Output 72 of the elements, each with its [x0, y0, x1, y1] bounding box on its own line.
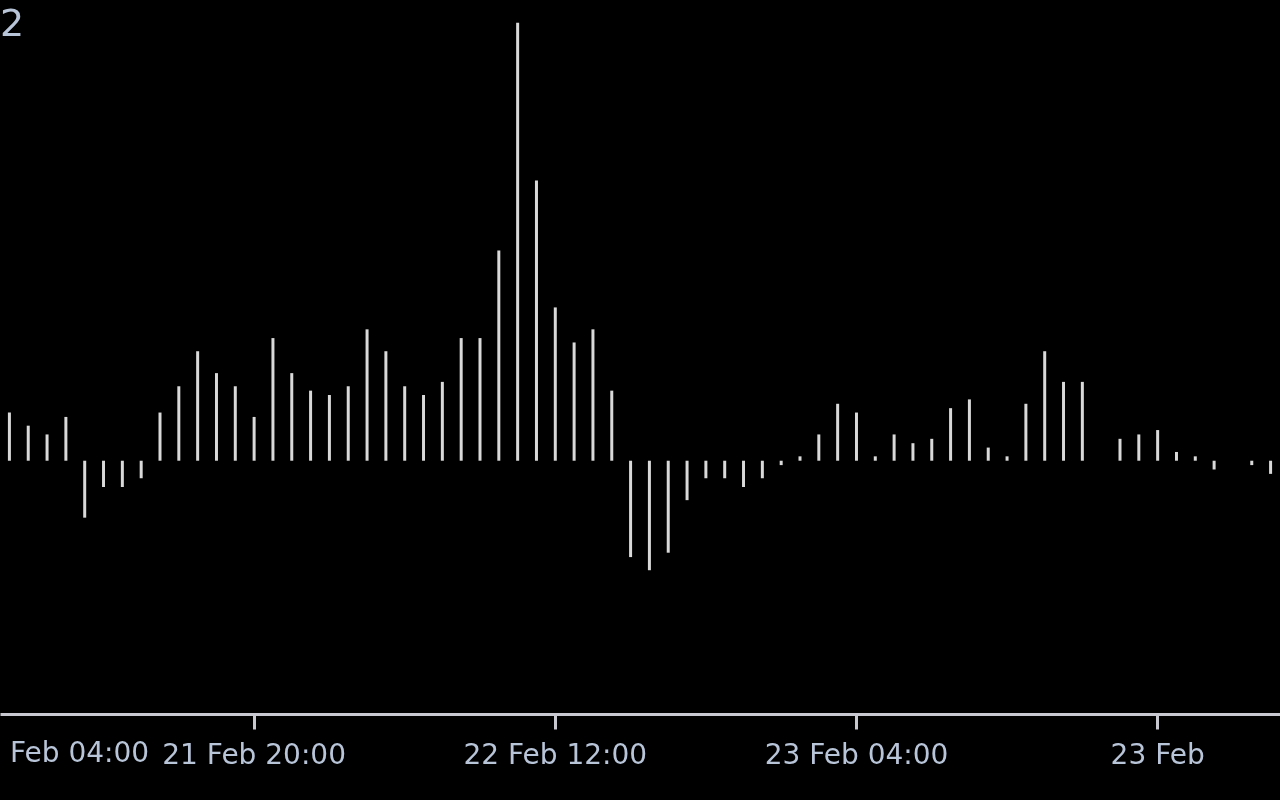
bar — [798, 456, 802, 461]
text: Feb 04:00 — [10, 736, 150, 769]
bar — [873, 456, 877, 461]
bar — [911, 443, 915, 461]
bar — [7, 412, 11, 461]
bar — [610, 390, 614, 461]
bar — [309, 390, 313, 461]
bar — [1080, 381, 1084, 461]
x-tick-label: 23 Feb 04:00 — [764, 737, 949, 771]
bar — [685, 460, 689, 501]
bar — [26, 425, 30, 461]
bar — [365, 329, 369, 461]
bar — [120, 460, 124, 487]
bar — [83, 460, 87, 518]
bar — [666, 460, 670, 553]
bar — [930, 438, 934, 461]
bar — [440, 381, 444, 461]
bar — [704, 460, 708, 479]
bar — [779, 460, 783, 466]
x-tick-label: 21 Feb 20:00 — [162, 737, 346, 771]
bar — [45, 434, 49, 461]
bar — [233, 386, 237, 461]
x-tick-label: 23 Feb — [1110, 737, 1205, 771]
bar — [271, 338, 275, 461]
bar — [64, 416, 68, 461]
bar — [967, 399, 971, 461]
bar — [1005, 456, 1009, 461]
annotation: 2 — [0, 1, 25, 45]
bar — [290, 373, 294, 461]
bar — [139, 460, 143, 479]
bar — [422, 395, 426, 461]
bar — [158, 412, 162, 461]
bar — [177, 386, 181, 461]
bar — [1269, 460, 1273, 474]
bar — [1174, 451, 1178, 461]
bar — [1156, 430, 1160, 461]
bar — [1118, 438, 1122, 461]
bar — [384, 351, 388, 461]
bar — [1043, 351, 1047, 461]
bar — [591, 329, 595, 461]
bar — [102, 460, 106, 487]
bar — [986, 447, 990, 461]
bar — [572, 342, 576, 461]
bar — [742, 460, 746, 487]
bar — [723, 460, 727, 479]
bar — [1062, 381, 1066, 461]
x-tick-label: 22 Feb 12:00 — [463, 737, 648, 771]
bar — [478, 338, 482, 461]
bar — [459, 338, 463, 461]
bar — [403, 386, 407, 461]
bar — [1193, 456, 1197, 461]
bar — [196, 351, 200, 461]
bar — [629, 460, 633, 558]
bar — [1137, 434, 1141, 461]
bar — [1212, 460, 1216, 470]
bar — [214, 373, 218, 461]
bar — [760, 460, 764, 479]
bar — [1250, 460, 1254, 466]
bar — [854, 412, 858, 461]
bar — [817, 434, 821, 461]
bar — [516, 22, 520, 461]
bar — [949, 408, 953, 461]
bar — [497, 250, 501, 461]
bar — [892, 434, 896, 461]
bar — [647, 460, 651, 571]
bar — [553, 307, 557, 461]
bar — [346, 386, 350, 461]
bar — [252, 416, 256, 461]
bar — [534, 180, 538, 461]
bar — [836, 403, 840, 461]
bar — [1024, 403, 1028, 461]
bar — [327, 395, 331, 461]
